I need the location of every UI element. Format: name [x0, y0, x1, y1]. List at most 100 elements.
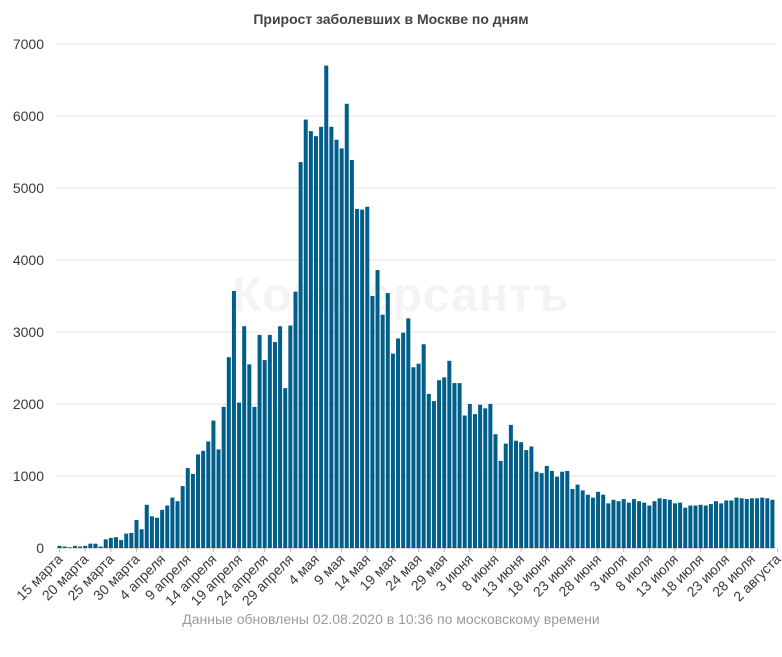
bar	[267, 334, 272, 548]
bar	[119, 540, 124, 548]
bar	[344, 103, 349, 548]
bar	[293, 291, 298, 548]
bar	[103, 539, 108, 548]
bar	[396, 338, 401, 548]
bar	[144, 504, 149, 548]
bar	[349, 159, 354, 549]
bar	[196, 454, 201, 548]
bar	[652, 501, 657, 548]
bar	[570, 488, 575, 548]
bar	[503, 443, 508, 548]
bar	[334, 139, 339, 548]
bar	[539, 473, 544, 548]
y-axis: 0 1000 2000 3000 4000 5000 6000 7000	[13, 36, 44, 556]
bar	[365, 206, 370, 548]
bar	[380, 314, 385, 548]
bar	[703, 505, 708, 548]
bar	[770, 499, 775, 548]
bar	[406, 318, 411, 548]
bar	[262, 360, 267, 548]
bar	[616, 501, 621, 548]
bar	[739, 498, 744, 548]
bar	[734, 497, 739, 548]
bar	[283, 388, 288, 548]
bar	[678, 502, 683, 548]
bar	[401, 332, 406, 548]
bar	[647, 505, 652, 548]
bar	[355, 208, 360, 548]
bar	[683, 507, 688, 548]
bar	[247, 364, 252, 548]
bar	[62, 546, 67, 548]
bar	[688, 505, 693, 548]
bar	[98, 546, 103, 548]
bar	[211, 420, 216, 548]
bar	[631, 499, 636, 548]
bar	[596, 491, 601, 548]
bar	[744, 499, 749, 548]
bar	[324, 65, 329, 548]
bar	[714, 501, 719, 548]
bar	[606, 503, 611, 548]
y-tick-label: 0	[36, 540, 44, 556]
bar	[431, 401, 436, 548]
bar	[252, 406, 257, 548]
bar	[467, 404, 472, 548]
bar	[437, 380, 442, 548]
y-tick-label: 3000	[13, 324, 44, 340]
bar	[149, 516, 154, 548]
bar	[139, 529, 144, 548]
bar	[729, 500, 734, 548]
bar	[190, 473, 195, 548]
bar	[390, 353, 395, 548]
bar	[298, 162, 303, 548]
bar	[611, 499, 616, 548]
bar	[83, 545, 88, 548]
bar	[57, 545, 62, 548]
bar	[339, 148, 344, 548]
y-tick-label: 7000	[13, 36, 44, 52]
y-tick-label: 5000	[13, 180, 44, 196]
bar	[493, 434, 498, 548]
bar	[462, 415, 467, 548]
bar	[519, 442, 524, 548]
bar	[529, 446, 534, 548]
bar	[555, 476, 560, 548]
bar	[88, 543, 93, 548]
bar	[483, 408, 488, 548]
bar	[180, 486, 185, 548]
bar	[370, 296, 375, 548]
bar	[319, 126, 324, 549]
bar	[67, 547, 72, 548]
bar	[124, 533, 129, 548]
bar	[231, 290, 236, 548]
bar	[637, 501, 642, 548]
bar	[221, 406, 226, 548]
bar	[580, 490, 585, 548]
bar	[360, 209, 365, 548]
bar	[642, 502, 647, 548]
bar	[708, 504, 713, 548]
bar	[749, 498, 754, 548]
bar	[308, 131, 313, 548]
bar	[93, 543, 98, 548]
bar	[160, 509, 165, 548]
bar	[113, 537, 118, 548]
bar	[288, 325, 293, 548]
y-tick-label: 2000	[13, 396, 44, 412]
bar	[560, 471, 565, 548]
bar	[175, 501, 180, 548]
bar	[719, 503, 724, 548]
bar	[662, 499, 667, 548]
bar	[108, 537, 113, 548]
bar	[452, 383, 457, 548]
bar	[155, 517, 160, 548]
bar	[165, 505, 170, 548]
grid-lines	[57, 43, 775, 549]
bar	[385, 293, 390, 548]
bar	[416, 363, 421, 548]
bar	[472, 414, 477, 548]
update-footnote: Данные обновлены 02.08.2020 в 10:36 по м…	[182, 611, 600, 627]
bar	[242, 326, 247, 548]
